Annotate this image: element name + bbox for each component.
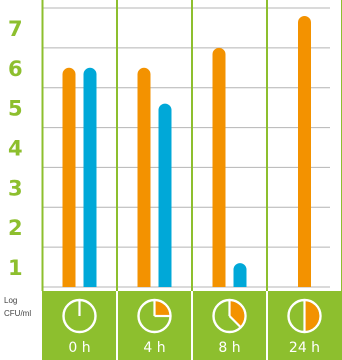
bar-8h-series-1: [212, 47, 226, 287]
bar-4h-series-1: [137, 67, 151, 288]
time-label: 8 h: [218, 340, 240, 356]
time-label: 4 h: [143, 340, 165, 356]
y-tick-label: 4: [8, 137, 23, 161]
time-label: 24 h: [289, 340, 320, 356]
y-tick-label: 5: [8, 97, 23, 121]
bar-0h-series-1: [62, 67, 76, 288]
y-tick-label: 2: [8, 216, 23, 240]
clock-24h-icon: [287, 298, 322, 334]
time-labels: 0 h 4 h 8 h 24 h: [68, 340, 320, 356]
bar-24h-series-1: [298, 15, 311, 287]
clock-0h-icon: [62, 298, 97, 334]
clock-8h-icon: [212, 298, 247, 334]
time-label: 0 h: [68, 340, 90, 356]
y-unit-label-1: Log: [4, 296, 17, 305]
bar-4h-series-2: [158, 103, 172, 287]
bars: [62, 15, 311, 288]
y-tick-label: 1: [8, 256, 23, 280]
y-tick-label: 6: [8, 57, 23, 81]
bar-8h-series-2: [233, 263, 247, 287]
y-tick-label: 3: [8, 176, 23, 200]
bar-0h-series-2: [83, 67, 97, 288]
clock-4h-icon: [137, 298, 172, 334]
y-tick-labels: 1 2 3 4 5 6 7: [8, 17, 23, 280]
y-unit-label-2: CFU/ml: [4, 309, 31, 318]
time-band-separators: [116, 291, 268, 360]
y-tick-label: 7: [8, 17, 23, 41]
clock-icons: [62, 298, 322, 334]
column-separators: [41, 0, 342, 291]
